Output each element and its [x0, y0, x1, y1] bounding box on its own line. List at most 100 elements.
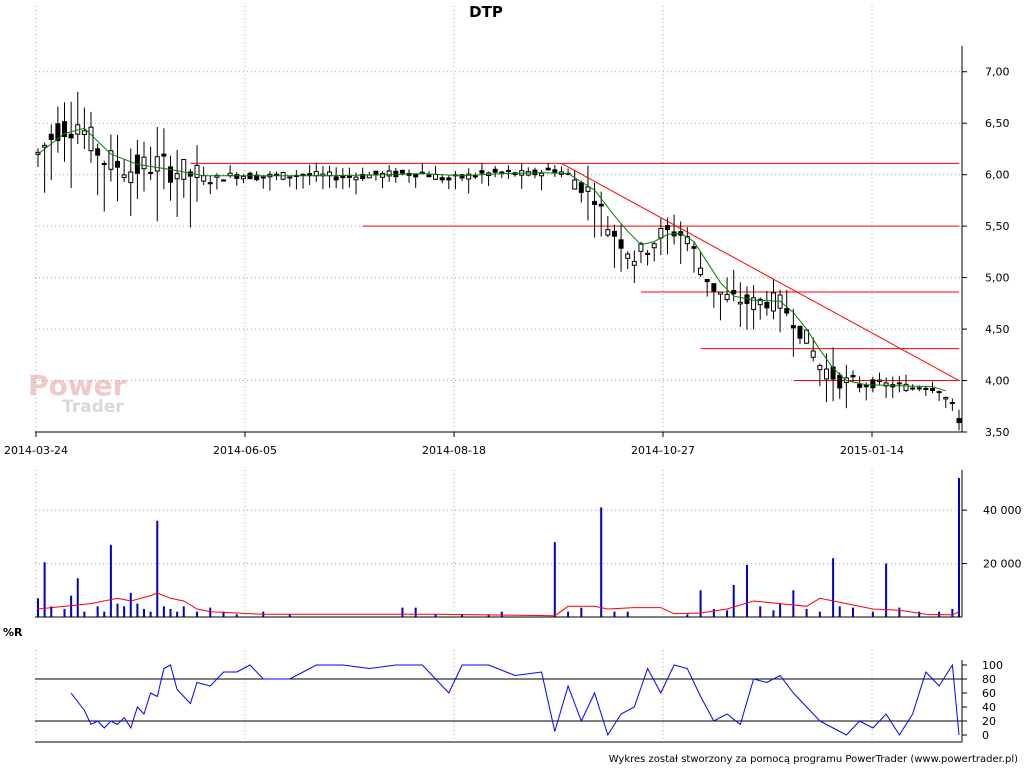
footer-credit: Wykres został stworzony za pomocą progra…	[609, 754, 1018, 765]
volume-bar	[918, 611, 921, 617]
candle-body	[307, 173, 313, 176]
wr-y-tick-label: 100	[982, 659, 1003, 672]
candle-body	[55, 123, 61, 142]
candle-body	[929, 388, 935, 391]
candle-body	[664, 225, 670, 231]
candle-body	[863, 385, 869, 388]
candle-body	[545, 167, 551, 171]
candle-body	[598, 203, 604, 207]
volume-bar	[103, 611, 106, 617]
price-panel: 7,00 6,50 6,00 5,50 5,00 4,50 4,00 3,50 2014-03…	[4, 3, 1009, 457]
volume-bar	[772, 610, 775, 617]
candle-body	[95, 148, 101, 156]
price-x-tick-label: 2014-03-24	[4, 444, 68, 457]
candle-body	[254, 174, 260, 181]
volume-y-tick-labels: 40 000 20 000	[962, 504, 1022, 571]
candle-body	[101, 163, 107, 166]
candle-body	[751, 297, 757, 310]
candle-body	[790, 325, 796, 329]
wr-panel-label: %R	[3, 626, 23, 639]
candle-body	[817, 365, 823, 371]
volume-bar	[288, 614, 291, 617]
candle-body	[910, 387, 916, 390]
volume-bar	[779, 603, 782, 617]
price-moving-average	[37, 127, 946, 392]
volume-bar	[580, 607, 583, 617]
volume-bar	[686, 614, 689, 617]
candle-body	[797, 325, 803, 339]
volume-bar	[958, 478, 960, 617]
volume-bar	[235, 614, 238, 617]
volume-panel: 40 000 20 000	[35, 470, 1022, 618]
candle-body	[764, 301, 770, 309]
candle-body	[161, 153, 167, 157]
candle-body	[698, 267, 704, 276]
candle-body	[552, 169, 558, 173]
candle-body	[585, 186, 591, 192]
candle-body	[439, 177, 445, 181]
candle-body	[234, 174, 240, 179]
volume-bar	[149, 611, 152, 617]
candle-body	[380, 172, 386, 178]
candle-body	[638, 243, 644, 252]
price-y-tick-label: 7,00	[985, 66, 1010, 79]
candle-body	[48, 133, 54, 140]
candle-body	[274, 173, 280, 176]
candle-body	[837, 374, 843, 389]
candle-body	[260, 176, 266, 179]
volume-bar	[600, 507, 603, 617]
volume-bar	[76, 578, 79, 617]
volume-bar	[109, 544, 112, 617]
price-y-tick-label: 5,00	[985, 272, 1010, 285]
candle-body	[240, 175, 246, 180]
volume-bar	[209, 607, 212, 617]
price-y-tick-labels: 7,00 6,50 6,00 5,50 5,00 4,50 4,00 3,50	[962, 66, 1010, 439]
candle-body	[810, 350, 816, 358]
candle-body	[611, 230, 617, 237]
price-x-tick-label: 2015-01-14	[840, 444, 904, 457]
price-y-tick-label: 6,00	[985, 169, 1010, 182]
candle-body	[201, 175, 207, 182]
candle-body	[850, 374, 856, 378]
candle-body	[784, 308, 790, 314]
candle-body	[141, 156, 147, 170]
volume-bar	[613, 611, 616, 617]
wr-y-tick-label: 20	[982, 715, 996, 728]
candle-body	[148, 171, 154, 174]
volume-bar	[43, 562, 46, 617]
candle-body	[360, 173, 366, 180]
volume-grid	[35, 470, 962, 617]
volume-bar	[487, 614, 490, 617]
candle-body	[479, 170, 485, 174]
price-y-tick-label: 6,50	[985, 117, 1010, 130]
candle-body	[353, 176, 359, 181]
candle-body	[426, 174, 432, 178]
volume-bar	[818, 611, 821, 617]
candle-body	[823, 368, 829, 380]
candle-body	[115, 160, 121, 168]
price-x-tick-label: 2014-10-27	[631, 444, 695, 457]
volume-bar	[851, 607, 854, 617]
candle-body	[287, 176, 293, 179]
candle-body	[207, 182, 213, 185]
volume-bar	[143, 608, 146, 617]
candle-body	[419, 171, 425, 174]
volume-bar	[401, 607, 404, 617]
price-x-tick-label: 2014-08-18	[422, 444, 486, 457]
candle-body	[446, 177, 452, 181]
candle-body	[174, 173, 180, 180]
candle-body	[221, 179, 227, 182]
candle-body	[757, 298, 763, 306]
volume-bar	[156, 520, 159, 617]
candle-body	[505, 169, 511, 172]
volume-bar	[123, 606, 126, 617]
candle-body	[737, 301, 743, 305]
volume-bar	[805, 608, 808, 617]
volume-bar	[222, 611, 225, 617]
volume-bar	[500, 611, 503, 617]
candle-body	[399, 169, 405, 174]
candle-body	[684, 235, 690, 245]
candle-body	[433, 173, 439, 180]
